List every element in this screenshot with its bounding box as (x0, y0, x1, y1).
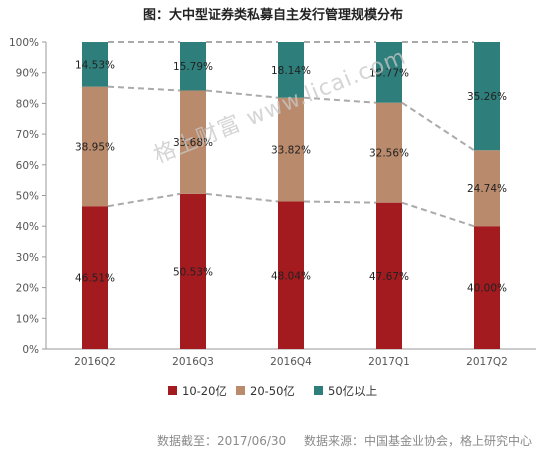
segment-label: 38.95% (75, 141, 115, 153)
bar-20-50亿-2016Q4 (278, 97, 304, 202)
x-tick-label: 2016Q3 (172, 356, 214, 368)
bar-50亿以上-2016Q4 (278, 42, 304, 98)
bar-50亿以上-2017Q2 (474, 42, 500, 151)
bar-10-20亿-2016Q2 (82, 206, 108, 349)
chart-title: 图：大中型证券类私募自主发行管理规模分布 (142, 8, 403, 23)
segment-label: 46.51% (75, 273, 115, 285)
bar-50亿以上-2017Q1 (376, 42, 402, 103)
y-tick-label: 100% (9, 37, 39, 49)
segment-label: 14.53% (75, 59, 115, 71)
bar-10-20亿-2017Q1 (376, 202, 402, 349)
segment-label: 47.67% (369, 271, 409, 283)
footer: 数据截至：2017/06/30 数据来源：中国基金业协会，格上研究中心 (157, 432, 532, 449)
legend-swatch (168, 386, 177, 395)
legend-swatch (314, 386, 323, 395)
legend-label: 20-50亿 (250, 384, 295, 398)
segment-label: 15.79% (173, 61, 213, 73)
y-tick-label: 60% (16, 160, 39, 172)
connector-line (401, 101, 475, 152)
connector-line (205, 192, 279, 203)
segment-label: 24.74% (467, 183, 507, 195)
y-tick-label: 0% (22, 344, 39, 356)
y-tick-label: 10% (16, 313, 39, 325)
legend-label: 50亿以上 (328, 384, 377, 398)
connector-line (205, 89, 279, 99)
segment-label: 32.56% (369, 148, 409, 160)
y-tick-label: 50% (16, 191, 39, 203)
bar-20-50亿-2016Q3 (180, 90, 206, 194)
segment-label: 48.04% (271, 270, 311, 282)
x-tick-label: 2017Q2 (466, 356, 508, 368)
footer-source: 数据来源：中国基金业协会，格上研究中心 (303, 434, 532, 448)
connector-line (303, 200, 377, 204)
segment-label: 35.26% (467, 91, 507, 103)
segment-label: 40.00% (467, 283, 507, 295)
y-tick-label: 90% (16, 68, 39, 80)
y-tick-label: 70% (16, 129, 39, 141)
bar-10-20亿-2016Q4 (278, 201, 304, 349)
legend-label: 10-20亿 (182, 384, 227, 398)
y-tick-label: 20% (16, 283, 39, 295)
connector-line (107, 85, 181, 92)
segment-label: 33.82% (271, 145, 311, 157)
bar-50亿以上-2016Q2 (82, 42, 108, 87)
connector-line (401, 201, 475, 228)
segment-label: 18.14% (271, 65, 311, 77)
legend-swatch (236, 386, 245, 395)
segment-label: 19.77% (369, 67, 409, 79)
bar-50亿以上-2016Q3 (180, 42, 206, 91)
bar-20-50亿-2017Q2 (474, 150, 500, 227)
bar-20-50亿-2016Q2 (82, 86, 108, 207)
y-tick-label: 80% (16, 98, 39, 110)
bar-20-50亿-2017Q1 (376, 102, 402, 203)
y-tick-label: 40% (16, 221, 39, 233)
x-tick-label: 2016Q4 (270, 356, 312, 368)
bar-10-20亿-2017Q2 (474, 226, 500, 349)
y-tick-label: 30% (16, 252, 39, 264)
segment-label: 33.68% (173, 137, 213, 149)
footer-date: 数据截至：2017/06/30 (156, 434, 287, 448)
connector-line (107, 192, 181, 208)
segment-label: 50.53% (173, 266, 213, 278)
x-tick-label: 2016Q2 (74, 356, 116, 368)
x-tick-label: 2017Q1 (368, 356, 410, 368)
bar-10-20亿-2016Q3 (180, 193, 206, 349)
connector-line (303, 96, 377, 104)
